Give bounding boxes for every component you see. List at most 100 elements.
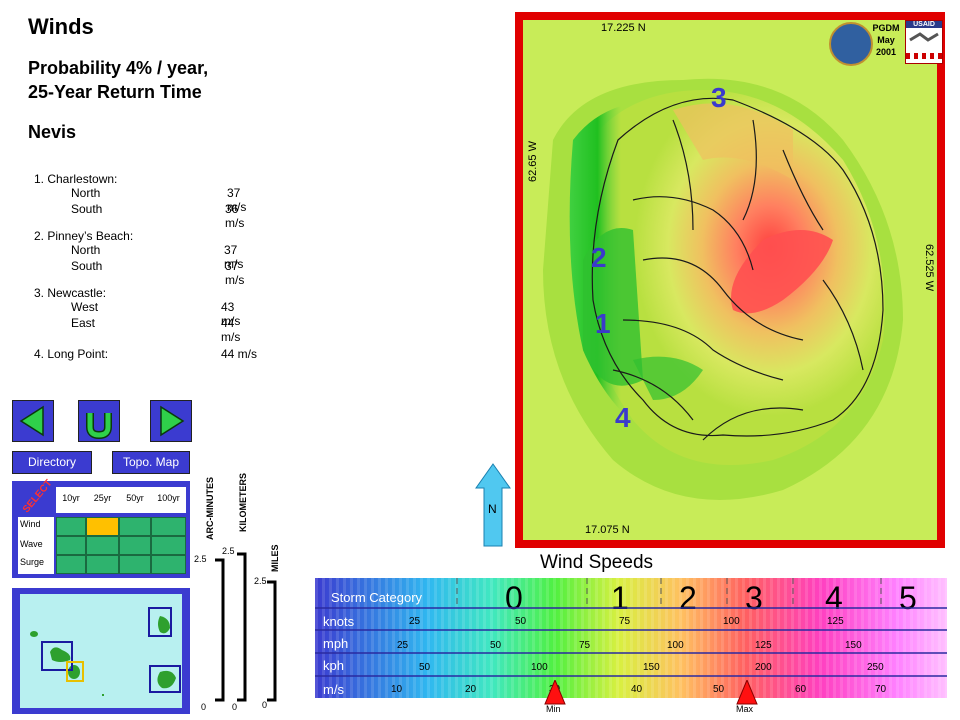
mi-scale-value: 2.5: [254, 576, 267, 586]
arc-minutes-label: ARC-MINUTES: [205, 477, 215, 540]
category-0: 0: [505, 580, 523, 616]
mph-tick: 50: [490, 640, 502, 651]
north-label: N: [488, 502, 497, 516]
storm-category-label: Storm Category: [331, 590, 423, 605]
arrow-left-icon: [19, 405, 44, 437]
wind-map[interactable]: 17.225 N 17.075 N 62.65 W 62.525 W 3 2 1…: [515, 12, 945, 548]
north-arrow-icon: [475, 463, 511, 547]
column-100yr: 100yr: [157, 493, 180, 503]
mph-tick: 25: [397, 640, 409, 651]
max-marker-icon: [736, 680, 758, 705]
knots-label: knots: [323, 614, 355, 629]
cell-wave-50yr[interactable]: [119, 536, 151, 555]
cell-wave-10yr[interactable]: [56, 536, 86, 555]
wind-value: 44 m/s: [221, 316, 241, 344]
marker-1: 1: [595, 308, 611, 339]
ms-label: m/s: [323, 682, 344, 697]
subtitle-line-2: 25-Year Return Time: [28, 82, 202, 102]
arc-scale-value: 2.5: [194, 554, 207, 564]
forward-button[interactable]: [150, 400, 192, 442]
row-wind: Wind: [20, 519, 41, 529]
island-name: Nevis: [28, 122, 77, 142]
mph-tick: 75: [579, 640, 591, 651]
ms-tick: 10: [391, 684, 403, 695]
category-2: 2: [679, 580, 697, 616]
kph-tick: 250: [867, 662, 884, 673]
wind-value: 43 m/s: [221, 300, 241, 328]
cell-wave-25yr[interactable]: [86, 536, 119, 555]
location-pinneys-beach: 2. Pinney’s Beach: North 37 m/s South 37 m…: [34, 229, 244, 287]
location-charlestown: 1. Charlestown: North 37 m/s South 36 m/s: [34, 172, 246, 230]
subtitle-line-1: Probability 4% / year,: [28, 58, 209, 78]
subtitle: Probability 4% / year, 25-Year Return Ti…: [28, 56, 208, 104]
wind-value: 37 m/s: [227, 186, 247, 214]
direction-label: North: [71, 243, 101, 257]
overview-islands: [30, 607, 181, 696]
cell-surge-100yr[interactable]: [151, 555, 186, 574]
knots-tick: 25: [409, 616, 421, 627]
pgdm-label: PGDM May 2001: [872, 23, 900, 57]
cell-surge-25yr[interactable]: [86, 555, 119, 574]
knots-tick: 50: [515, 616, 527, 627]
km-scale-zero: 0: [232, 702, 238, 712]
ms-tick: 20: [465, 684, 477, 695]
wind-value: 44 m/s: [221, 347, 258, 361]
cell-wave-100yr[interactable]: [151, 536, 186, 555]
selector-grid: [56, 517, 186, 574]
location-name: 4. Long Point:: [34, 347, 109, 361]
cell-wind-10yr[interactable]: [56, 517, 86, 536]
direction-label: West: [71, 300, 99, 314]
location-name: 1. Charlestown:: [34, 172, 118, 186]
direction-label: North: [71, 186, 101, 200]
cell-surge-50yr[interactable]: [119, 555, 151, 574]
cell-wind-25yr-active[interactable]: [86, 517, 119, 536]
ms-tick: 70: [875, 684, 887, 695]
mph-tick: 100: [667, 640, 684, 651]
kph-tick: 200: [755, 662, 772, 673]
kph-label: kph: [323, 658, 344, 673]
cell-surge-10yr[interactable]: [56, 555, 86, 574]
lat-bottom-label: 17.075 N: [585, 524, 630, 536]
wind-value: 36 m/s: [225, 202, 245, 230]
ms-tick: 50: [713, 684, 725, 695]
location-long-point: 4. Long Point: 44 m/s: [34, 347, 274, 363]
knots-tick: 75: [619, 616, 631, 627]
legend-lines: [315, 578, 947, 677]
select-label: SELECT: [20, 477, 55, 516]
ms-tick: 40: [631, 684, 643, 695]
u-turn-icon: [86, 413, 112, 440]
legend-title: Wind Speeds: [540, 552, 654, 573]
scale-bars: [215, 552, 277, 702]
marker-2: 2: [591, 242, 607, 273]
ms-tick: 60: [795, 684, 807, 695]
min-label: Min: [546, 704, 561, 714]
page-title: Winds: [28, 14, 94, 39]
wind-speed-legend: Storm Category 0 1 2 3 4 5 knots 25 50 7…: [315, 578, 947, 698]
handshake-icon: [909, 32, 939, 42]
overview-minimap[interactable]: [12, 588, 190, 714]
direction-label: South: [71, 202, 103, 216]
mph-label: mph: [323, 636, 349, 651]
return-button[interactable]: [78, 400, 120, 442]
column-10yr: 10yr: [62, 493, 80, 503]
max-label: Max: [736, 704, 754, 714]
mi-scale-zero: 0: [262, 700, 268, 710]
category-3: 3: [745, 580, 763, 616]
back-button[interactable]: [12, 400, 54, 442]
topo-map-button[interactable]: Topo. Map: [112, 451, 190, 474]
category-4: 4: [825, 580, 843, 616]
kilometers-label: KILOMETERS: [238, 472, 248, 532]
lon-right-label: 62.525 W: [923, 244, 935, 292]
oas-seal-logo: [829, 22, 873, 66]
knots-tick: 100: [723, 616, 740, 627]
location-name: 2. Pinney’s Beach:: [34, 229, 134, 243]
lat-top-label: 17.225 N: [601, 22, 646, 34]
marker-4: 4: [615, 402, 631, 433]
location-newcastle: 3. Newcastle: West 43 m/s East 44 m/s: [34, 286, 240, 344]
marker-3: 3: [711, 82, 727, 113]
directory-button[interactable]: Directory: [12, 451, 92, 474]
cell-wind-50yr[interactable]: [119, 517, 151, 536]
row-surge: Surge: [20, 557, 45, 567]
cell-wind-100yr[interactable]: [151, 517, 186, 536]
mph-tick: 125: [755, 640, 772, 651]
